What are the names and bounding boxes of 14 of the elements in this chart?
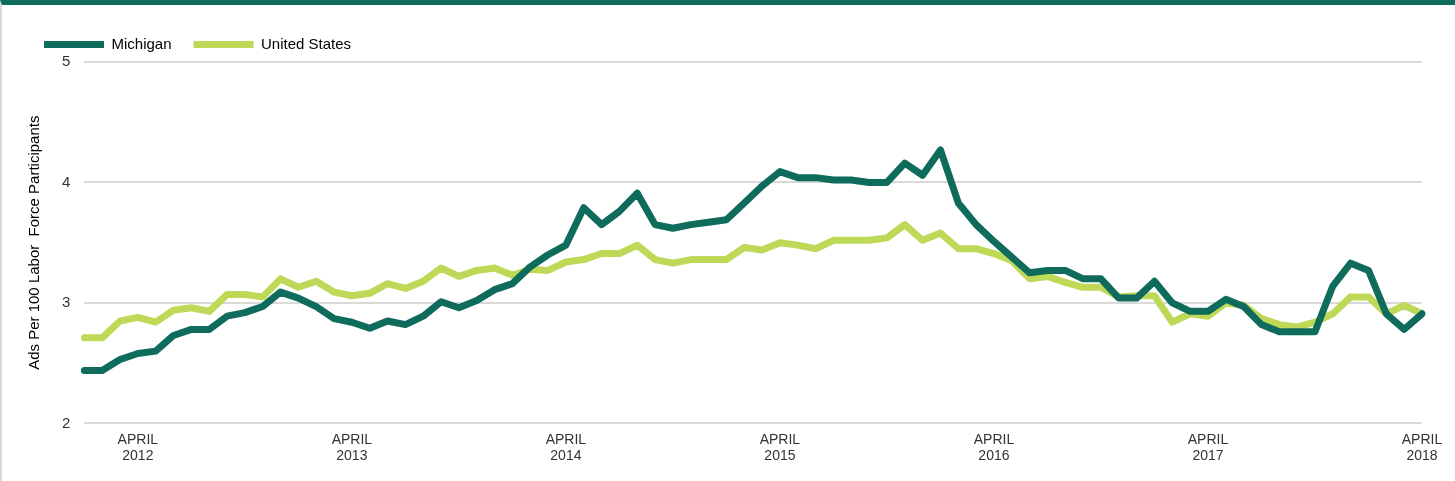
x-tick-label: APRIL 2018	[1401, 430, 1443, 464]
y-tick-label: 5	[62, 52, 71, 70]
x-tick-label: APRIL 2015	[759, 430, 801, 464]
y-tick-label: 3	[62, 293, 71, 311]
x-tick-label: APRIL 2016	[973, 430, 1015, 464]
legend-label: United States	[261, 34, 352, 52]
x-tick-label: APRIL 2012	[117, 430, 159, 464]
x-tick-label: APRIL 2014	[545, 430, 587, 464]
x-tick-label: APRIL 2017	[1187, 430, 1229, 464]
y-axis-title: Ads Per 100 Labor Force Participants	[25, 115, 43, 370]
y-tick-label: 2	[62, 413, 71, 431]
legend-label: Michigan	[111, 34, 172, 52]
y-tick-label: 4	[62, 172, 71, 190]
x-tick-label: APRIL 2013	[331, 430, 373, 464]
